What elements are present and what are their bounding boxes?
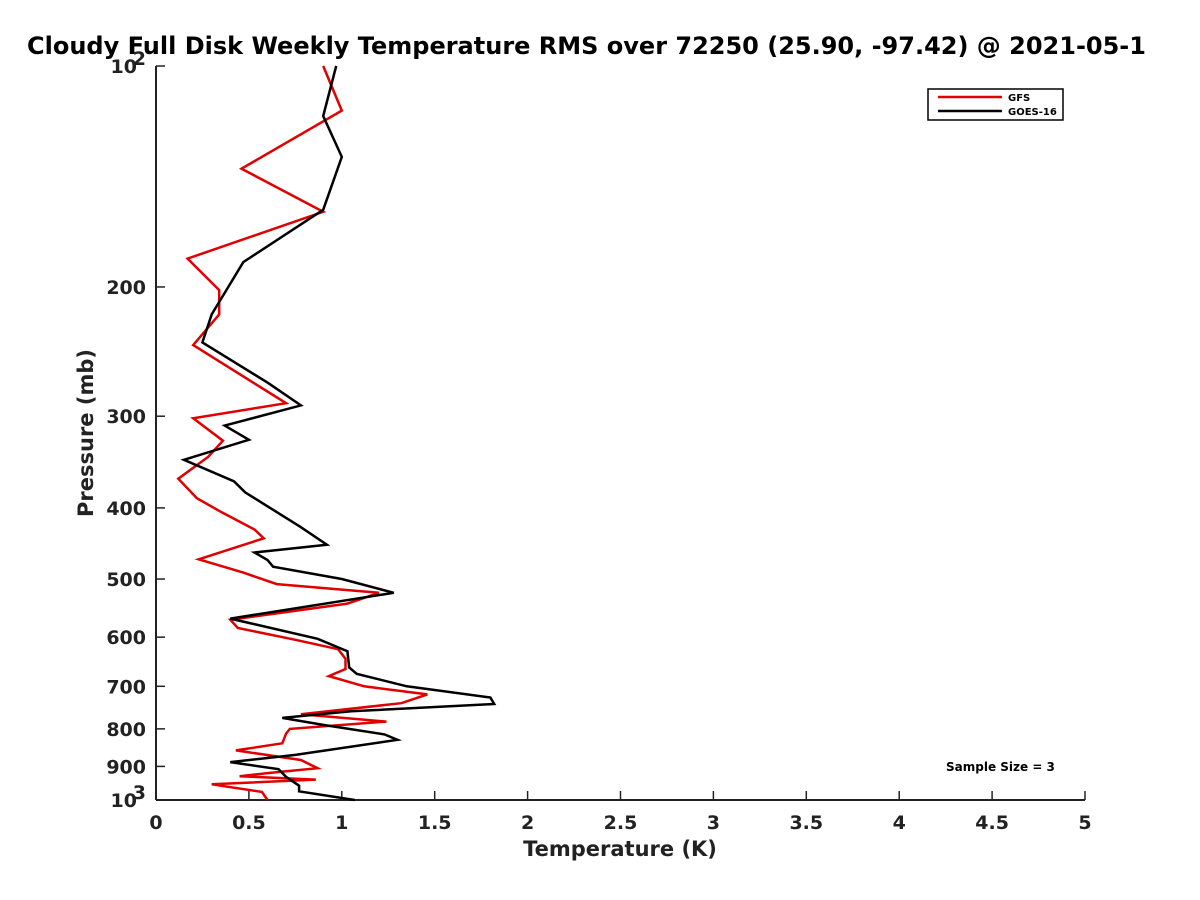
y-tick-label: 900 xyxy=(106,756,146,778)
legend-box xyxy=(927,88,1064,121)
x-tick-label: 4 xyxy=(893,812,906,834)
data-series xyxy=(176,65,497,802)
y-tick-label: 600 xyxy=(106,627,146,649)
y-tick-label: 500 xyxy=(106,569,146,591)
legend: GFS GOES-16 xyxy=(927,88,1064,121)
y-tick-label: 700 xyxy=(106,676,146,698)
x-tick-label: 4.5 xyxy=(975,812,1009,834)
sample-size-annotation: Sample Size = 3 xyxy=(946,760,1055,774)
y-axis-label: Pressure (mb) xyxy=(74,349,98,517)
x-tick-label: 2.5 xyxy=(604,812,638,834)
x-tick-label: 0.5 xyxy=(232,812,266,834)
x-tick-label: 1 xyxy=(335,812,348,834)
series-line-goes-16 xyxy=(180,65,497,802)
y-tick-label: 10 xyxy=(111,56,137,78)
y-tick-exponent: 2 xyxy=(133,48,146,70)
x-tick-label: 5 xyxy=(1078,812,1091,834)
y-tick-label: 10 xyxy=(111,790,137,812)
y-tick-label: 200 xyxy=(106,277,146,299)
y-tick-label: 400 xyxy=(106,498,146,520)
legend-label-goes16: GOES-16 xyxy=(1008,107,1057,118)
x-tick-label: 1.5 xyxy=(418,812,452,834)
y-tick-exponent: 3 xyxy=(133,782,146,804)
x-axis-label: Temperature (K) xyxy=(523,837,717,861)
x-tick-label: 2 xyxy=(521,812,534,834)
axes: 0 0.5 1 1.5 2 2.5 3 3.5 4 4.5 51022003004005006007… xyxy=(106,48,1091,834)
series-line-gfs xyxy=(176,65,428,801)
chart-title: Cloudy Full Disk Weekly Temperature RMS … xyxy=(27,32,1146,60)
x-tick-label: 3.5 xyxy=(789,812,823,834)
y-tick-label: 300 xyxy=(106,406,146,428)
legend-label-gfs: GFS xyxy=(1008,93,1030,104)
x-tick-label: 0 xyxy=(149,812,162,834)
y-tick-label: 800 xyxy=(106,719,146,741)
x-tick-label: 3 xyxy=(707,812,720,834)
